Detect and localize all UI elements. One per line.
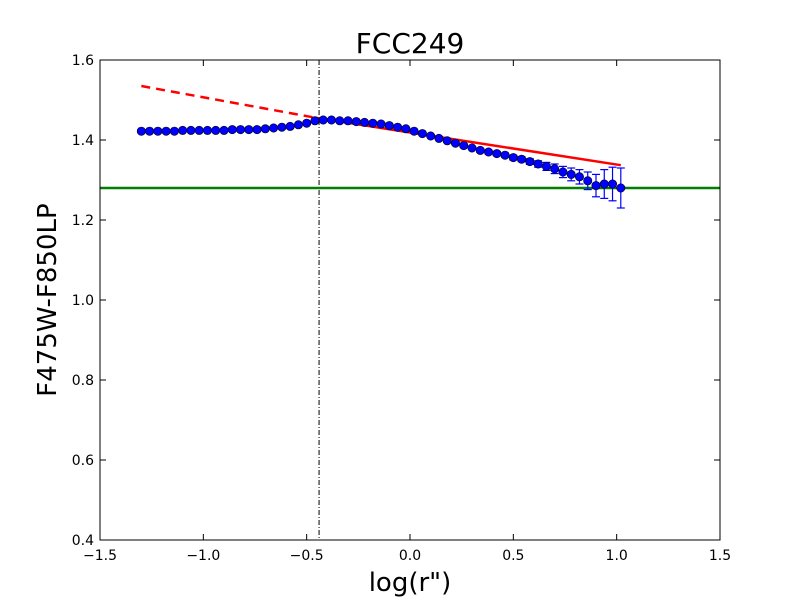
data-point <box>401 124 411 134</box>
data-point <box>550 164 560 174</box>
data-point <box>442 136 452 146</box>
data-point <box>574 172 584 182</box>
data-point <box>558 167 568 177</box>
x-tick-label: −1.5 <box>83 548 117 564</box>
y-tick-label: 1.6 <box>72 53 94 69</box>
data-point <box>293 120 303 130</box>
data-point <box>186 125 196 135</box>
data-point <box>484 147 494 157</box>
data-point <box>368 118 378 128</box>
data-point <box>417 129 427 139</box>
data-point <box>599 179 609 189</box>
data-point <box>326 115 336 125</box>
y-axis-title: F475W-F850LP <box>33 203 63 396</box>
data-point <box>583 176 593 186</box>
data-point <box>426 131 436 141</box>
data-point <box>384 121 394 131</box>
x-tick-label: 1.0 <box>606 548 628 564</box>
data-point <box>376 119 386 129</box>
x-axis-title: log(r") <box>369 568 452 598</box>
x-tick-label: 1.5 <box>709 548 731 564</box>
data-point <box>318 115 328 125</box>
data-point <box>244 125 254 135</box>
data-point <box>219 125 229 135</box>
y-tick-label: 0.6 <box>72 453 94 469</box>
data-point <box>591 181 601 191</box>
y-tick-label: 0.4 <box>72 533 94 549</box>
data-point <box>393 122 403 132</box>
data-point <box>260 124 270 134</box>
data-point <box>277 122 287 132</box>
data-point <box>343 116 353 126</box>
data-point <box>227 125 237 135</box>
data-point <box>145 126 155 136</box>
data-point <box>533 159 543 169</box>
data-point <box>252 125 262 135</box>
data-point <box>475 145 485 155</box>
data-point <box>269 123 279 133</box>
data-point <box>459 141 469 151</box>
data-point <box>608 179 618 189</box>
data-point <box>492 149 502 159</box>
data-point <box>178 125 188 135</box>
x-tick-label: −0.5 <box>290 548 324 564</box>
data-point <box>302 118 312 128</box>
data-point <box>409 126 419 136</box>
data-point <box>508 153 518 163</box>
fit-line-solid <box>316 116 621 167</box>
data-point <box>136 126 146 136</box>
data-point <box>525 157 535 167</box>
data-point <box>202 125 212 135</box>
data-point <box>169 126 179 136</box>
data-point <box>153 126 163 136</box>
data-point <box>360 117 370 127</box>
data-point <box>335 116 345 126</box>
data-point <box>285 121 295 131</box>
y-tick-label: 1.4 <box>72 133 94 149</box>
data-point <box>450 138 460 148</box>
data-point <box>351 117 361 127</box>
data-point <box>434 133 444 143</box>
data-point <box>211 125 221 135</box>
data-point <box>500 150 510 160</box>
data-point <box>467 143 477 153</box>
x-tick-label: 0.5 <box>502 548 524 564</box>
y-tick-label: 0.8 <box>72 373 94 389</box>
data-point <box>541 161 551 171</box>
x-tick-label: 0.0 <box>399 548 421 564</box>
x-tick-label: −1.0 <box>186 548 220 564</box>
data-point <box>616 183 626 193</box>
data-point <box>194 125 204 135</box>
y-tick-label: 1.0 <box>72 293 94 309</box>
data-point <box>310 116 320 126</box>
data-point <box>161 126 171 136</box>
chart-title: FCC249 <box>356 27 465 60</box>
data-point <box>236 125 246 135</box>
data-point <box>566 169 576 179</box>
data-point <box>517 154 527 164</box>
y-tick-label: 1.2 <box>72 213 94 229</box>
